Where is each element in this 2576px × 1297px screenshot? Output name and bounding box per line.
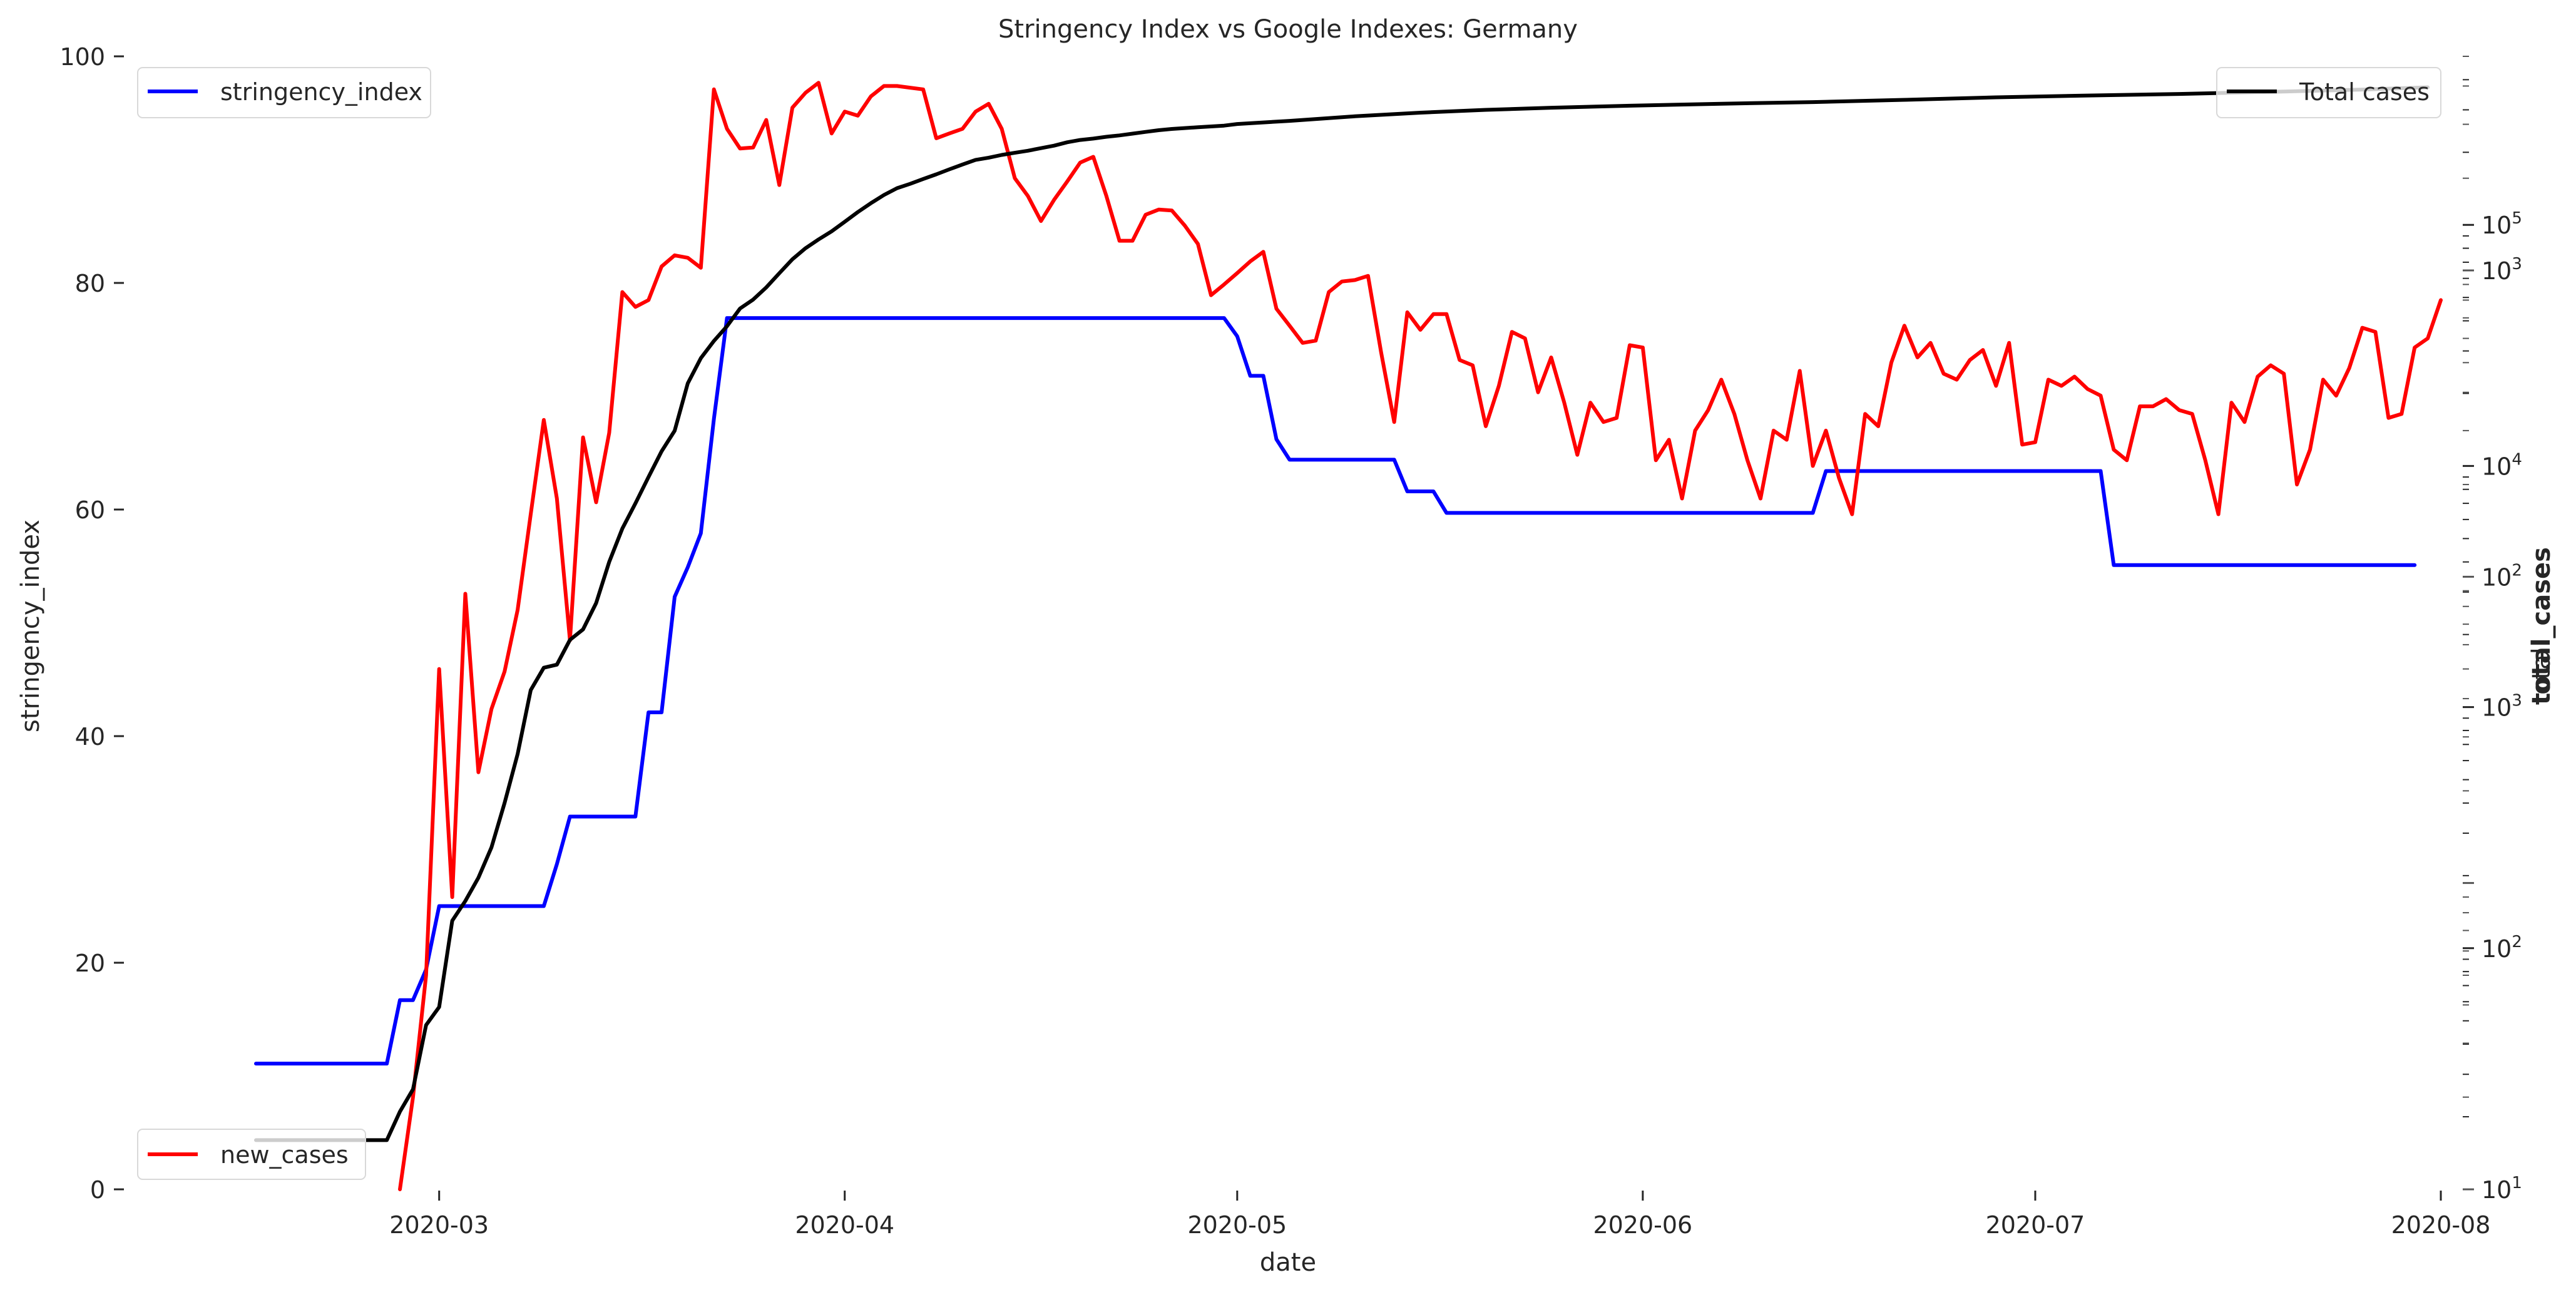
series-layer [254, 81, 2443, 1191]
series-line-stringency-index [254, 316, 2417, 1066]
x-tick-label: 2020-07 [1986, 1211, 2085, 1239]
right-y-axis-label-primary: total_cases [2527, 547, 2556, 705]
right-y-tick-label: 103 [2481, 255, 2522, 285]
right-y-tick-label: 101 [2481, 1174, 2522, 1204]
x-tick-label: 2020-05 [1187, 1211, 1287, 1239]
x-tick-label: 2020-06 [1593, 1211, 1692, 1239]
right-y-tick-label: 102 [2481, 561, 2522, 591]
left-y-tick-label: 80 [75, 270, 105, 297]
right-y-tick-label: 104 [2481, 450, 2522, 480]
x-axis: 2020-03 2020-04 2020-05 2020-06 2020-07 2020-… [389, 1191, 2490, 1239]
left-y-tick-label: 60 [75, 496, 105, 524]
chart-title: Stringency Index vs Google Indexes: Germ… [998, 15, 1578, 44]
legend-new-cases: new_cases [137, 1129, 366, 1180]
left-y-axis: 0 20 40 60 80 100 [59, 43, 124, 1204]
right-y-tick-label: 105 [2481, 209, 2522, 239]
left-y-tick-label: 100 [59, 43, 105, 71]
legend-label-stringency: stringency_index [220, 78, 422, 106]
legend-label-new-cases: new_cases [220, 1141, 349, 1169]
left-y-axis-label: stringency_index [16, 520, 45, 732]
legend-total-cases: Total cases [2216, 67, 2441, 118]
right-y-axis: 101 102 103 104 105 102 103 [2463, 56, 2522, 1204]
legend-label-total-cases: Total cases [2299, 78, 2430, 106]
right-y-tick-label: 103 [2481, 692, 2522, 722]
right-y-tick-label: 102 [2481, 933, 2522, 963]
right-y-axis-label-secondary: total [2527, 647, 2556, 704]
left-y-tick-label: 40 [75, 723, 105, 751]
x-tick-label: 2020-03 [389, 1211, 489, 1239]
left-y-tick-label: 20 [75, 950, 105, 977]
series-line-new-cases [398, 81, 2443, 1191]
legend-stringency: stringency_index [137, 67, 431, 118]
x-axis-label: date [1260, 1248, 1316, 1277]
series-line-total-cases [254, 85, 2430, 1142]
x-tick-label: 2020-04 [795, 1211, 894, 1239]
left-y-tick-label: 0 [90, 1176, 105, 1204]
x-tick-label: 2020-08 [2391, 1211, 2491, 1239]
